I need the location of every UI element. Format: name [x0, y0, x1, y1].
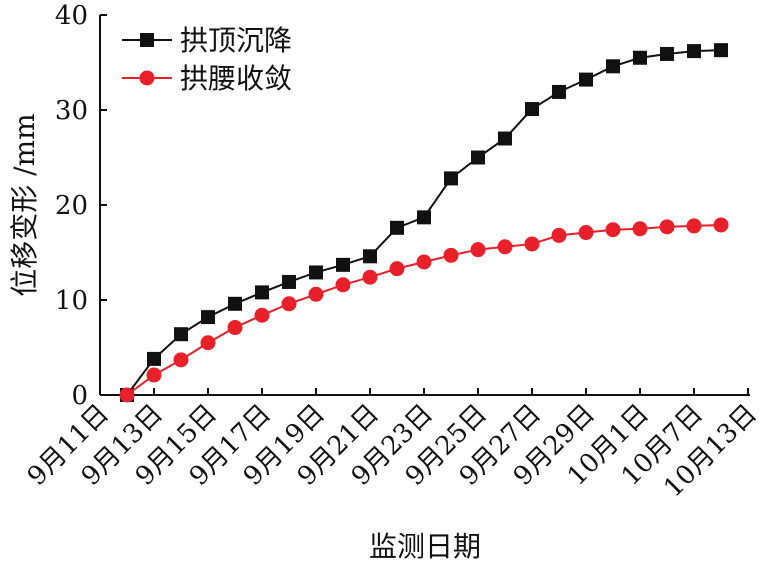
- data-point-circle: [686, 218, 702, 234]
- data-point-square: [498, 131, 512, 146]
- y-tick-label: 30: [55, 96, 88, 126]
- data-point-circle: [632, 221, 648, 237]
- data-point-square: [660, 46, 674, 61]
- data-point-square: [255, 285, 269, 300]
- data-point-circle: [497, 239, 513, 255]
- data-point-square: [444, 171, 458, 186]
- data-point-circle: [524, 236, 540, 252]
- data-point-circle: [605, 222, 621, 238]
- series-line-1: [126, 223, 722, 396]
- data-point-circle: [443, 247, 459, 263]
- data-point-square: [390, 220, 404, 235]
- axes: 0102030409月11日9月13日9月15日9月17日9月19日9月21日9…: [22, 1, 763, 504]
- data-point-circle: [389, 261, 405, 277]
- y-tick-label: 20: [55, 191, 88, 221]
- data-point-circle: [281, 296, 297, 312]
- data-point-square: [579, 72, 593, 87]
- data-point-circle: [578, 225, 594, 241]
- legend-label: 拱腰收敛: [180, 62, 292, 95]
- y-tick-label: 40: [55, 1, 88, 31]
- legend-circle-marker: [139, 70, 155, 86]
- data-point-circle: [119, 387, 135, 403]
- data-point-square: [336, 257, 350, 272]
- data-point-square: [471, 150, 485, 165]
- data-point-circle: [659, 219, 675, 235]
- data-point-circle: [308, 286, 324, 302]
- data-point-circle: [713, 217, 729, 233]
- data-point-circle: [416, 254, 432, 270]
- data-point-square: [633, 50, 647, 65]
- y-axis-title: 位移变形 /mm: [8, 113, 41, 296]
- data-point-circle: [200, 335, 216, 351]
- data-point-circle: [227, 320, 243, 336]
- data-point-circle: [254, 307, 270, 323]
- data-point-square: [228, 296, 242, 311]
- data-point-square: [687, 44, 701, 59]
- data-point-square: [363, 249, 377, 264]
- data-point-square: [606, 59, 620, 74]
- data-point-square: [552, 84, 566, 99]
- x-axis-title: 监测日期: [369, 530, 481, 563]
- data-point-square: [201, 310, 215, 325]
- y-tick-label: 0: [71, 381, 88, 411]
- y-tick-label: 10: [55, 286, 88, 316]
- data-point-square: [417, 210, 431, 225]
- data-point-square: [525, 102, 539, 117]
- series-layer: [119, 43, 729, 403]
- data-point-square: [147, 351, 161, 366]
- data-point-square: [282, 274, 296, 289]
- data-point-circle: [362, 269, 378, 285]
- data-point-square: [714, 43, 728, 58]
- data-point-square: [174, 327, 188, 342]
- data-point-circle: [146, 367, 162, 383]
- data-point-circle: [335, 277, 351, 293]
- data-point-circle: [470, 242, 486, 258]
- data-point-square: [309, 265, 323, 280]
- legend-square-marker: [140, 33, 154, 47]
- data-point-circle: [551, 227, 567, 243]
- data-point-circle: [173, 352, 189, 368]
- legend-label: 拱顶沉降: [180, 24, 292, 57]
